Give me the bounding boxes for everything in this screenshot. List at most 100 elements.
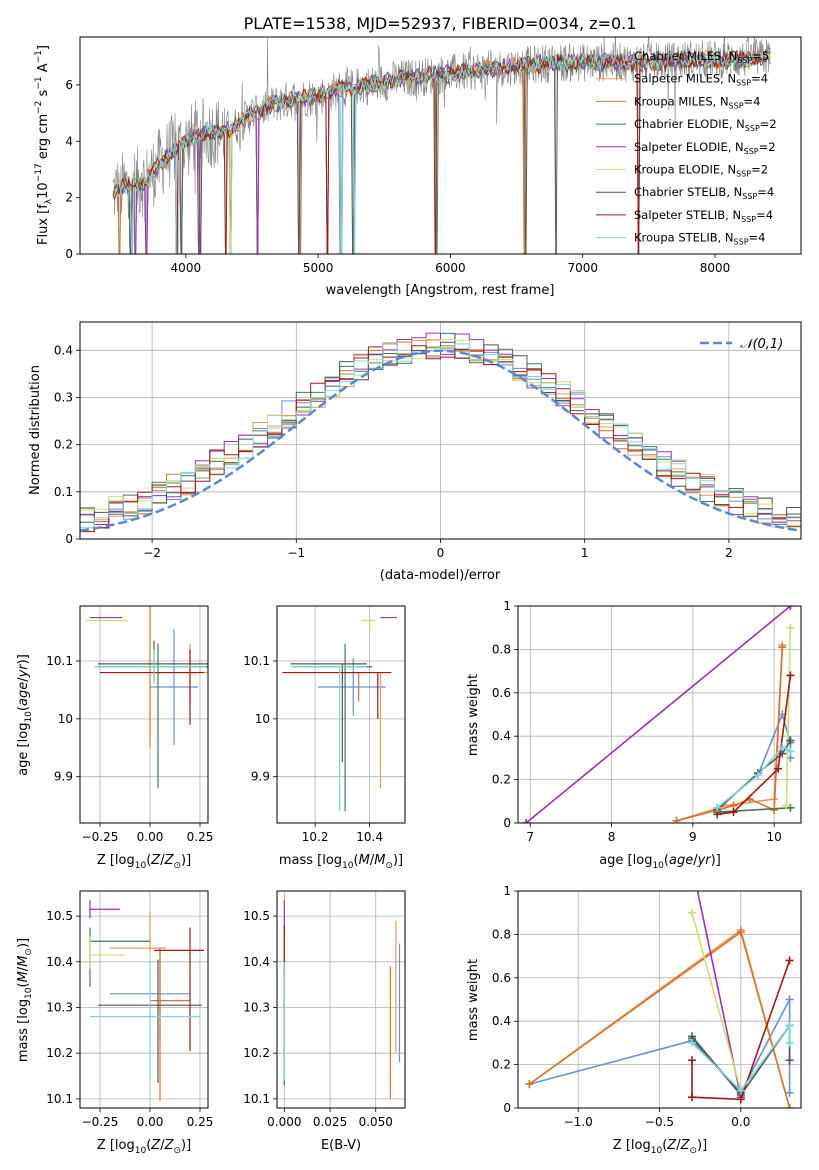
weight-point-marker <box>782 801 791 810</box>
y-tick-label: 10.2 <box>46 1046 73 1060</box>
model-spectrum-line <box>112 47 771 254</box>
y-tick-label: 0.2 <box>492 773 511 787</box>
y-tick-label: 6 <box>65 78 73 92</box>
x-tick-label: 7 <box>526 830 534 844</box>
weight-point-marker <box>786 671 795 680</box>
mass-vs-z-axes-frame <box>79 890 209 1109</box>
weight-series-line <box>716 745 791 809</box>
legend-entry: Salpeter MILES, NSSP=4 <box>634 72 768 88</box>
weight-vs-age-xlabel: age [log10(age/yr)] <box>599 853 721 871</box>
weight-point-marker <box>786 736 795 745</box>
weight-series-line <box>691 912 742 1091</box>
y-tick-label: 0.4 <box>54 343 73 357</box>
y-tick-label: 0.4 <box>492 729 511 743</box>
x-tick-label: 0.025 <box>313 1115 347 1129</box>
spectrum-ylabel: Flux [fλ10−17 erg cm−2 s−1 A−1] <box>34 45 54 245</box>
age-vs-mass-panel: 10.2 10.4 9.9 10 10.1 mass [log10(M/M⊙)] <box>243 605 406 871</box>
weight-series-line <box>696 891 742 1098</box>
age-vs-z-axes-frame <box>79 605 209 824</box>
x-tick-label: −2 <box>143 546 161 560</box>
y-tick-label: 10.2 <box>243 1046 270 1060</box>
legend-entry: Chabrier STELIB, NSSP=4 <box>634 185 774 201</box>
age-vs-z-xlabel: Z [log10(Z/Z⊙)] <box>97 853 191 871</box>
legend-entry: Kroupa STELIB, NSSP=4 <box>634 231 765 247</box>
weight-point-marker <box>778 643 787 652</box>
weight-point-marker <box>786 803 795 812</box>
weight-point-marker <box>672 816 681 823</box>
y-tick-label: 10.1 <box>243 1092 270 1106</box>
weight-vs-z-ylabel: mass weight <box>466 959 481 1041</box>
model-spectrum-line <box>112 48 771 254</box>
y-tick-label: 10.1 <box>46 654 73 668</box>
mass-vs-z-ylabel: mass [log10(M/M⊙)] <box>16 938 34 1062</box>
weight-point-marker <box>786 623 795 632</box>
y-tick-label: 10.1 <box>46 1092 73 1106</box>
x-tick-label: 0.25 <box>187 830 214 844</box>
x-tick-label: −1.0 <box>564 1115 593 1129</box>
y-tick-label: 0.2 <box>492 1058 511 1072</box>
x-tick-label: 10.4 <box>356 830 383 844</box>
x-tick-label: 0.0 <box>731 1115 750 1129</box>
weight-series-line <box>717 807 791 813</box>
legend-entry: Salpeter STELIB, NSSP=4 <box>634 208 773 224</box>
age-vs-mass-axes-frame <box>276 605 406 824</box>
x-tick-label: −0.5 <box>645 1115 674 1129</box>
x-tick-label: −0.25 <box>82 1115 119 1129</box>
x-tick-label: 0.00 <box>137 830 164 844</box>
x-tick-label: 2 <box>725 546 733 560</box>
weight-point-marker <box>736 1086 745 1095</box>
weight-series-line <box>785 627 792 806</box>
legend-entry: Kroupa ELODIE, NSSP=2 <box>634 163 768 179</box>
y-tick-label: 0 <box>503 1101 511 1115</box>
figure-title: PLATE=1538, MJD=52937, FIBERID=0034, z=0… <box>244 14 637 33</box>
mass-vs-ebv-panel: 0.000 0.025 0.050 10.1 10.2 10.3 10.4 10.5 E(B-… <box>243 890 406 1153</box>
legend-entry: 𝒩(0,1) <box>740 337 783 352</box>
weight-series-line <box>691 1023 791 1092</box>
weight-point-marker <box>786 747 795 756</box>
mass-vs-ebv-xlabel: E(B-V) <box>321 1138 361 1153</box>
y-tick-label: 0.4 <box>492 1014 511 1028</box>
weight-point-marker <box>785 1104 794 1108</box>
weight-point-marker <box>785 1038 794 1047</box>
x-tick-label: 4000 <box>171 261 202 275</box>
weight-point-marker <box>753 771 762 780</box>
y-tick-label: 2 <box>65 191 73 205</box>
normal-reference-curve <box>79 349 802 532</box>
spectrum-axes-frame <box>79 36 802 255</box>
weight-point-marker <box>688 1056 697 1065</box>
y-tick-label: 10 <box>255 712 270 726</box>
y-tick-label: 9.9 <box>54 770 73 784</box>
legend-entry: Kroupa MILES, NSSP=4 <box>634 94 760 110</box>
legend-entry: Chabrier ELODIE, NSSP=2 <box>634 117 777 133</box>
x-tick-label: 7000 <box>567 261 598 275</box>
x-tick-label: 0.000 <box>267 1115 301 1129</box>
weight-point-marker <box>729 808 738 817</box>
weight-point-marker <box>785 1021 794 1030</box>
x-tick-label: −1 <box>287 546 305 560</box>
weight-point-marker <box>785 995 794 1004</box>
y-tick-label: 10.4 <box>46 955 73 969</box>
y-tick-label: 0 <box>503 816 511 830</box>
x-tick-label: 5000 <box>303 261 334 275</box>
weight-point-marker <box>785 956 794 965</box>
weight-vs-z-panel: −1.0 −0.5 0.0 0 0.2 0.4 0.6 0.8 1 Z [log10(Z/Z⊙)… <box>466 884 802 1156</box>
spectrum-panel: 4000 5000 6000 7000 8000 0 2 4 6 wavelength [Ang… <box>34 36 802 298</box>
y-tick-label: 4 <box>65 134 73 148</box>
weight-point-marker <box>522 819 531 823</box>
weight-vs-z-xlabel: Z [log10(Z/Z⊙)] <box>613 1138 707 1156</box>
y-tick-label: 10.5 <box>46 909 73 923</box>
y-tick-label: 10.4 <box>243 955 270 969</box>
x-tick-label: 10 <box>767 830 782 844</box>
y-tick-label: 0.2 <box>54 438 73 452</box>
mass-vs-z-panel: −0.25 0.00 0.25 10.1 10.2 10.3 10.4 10.5 Z [log… <box>16 890 213 1156</box>
residual-panel: −2 −1 0 1 200.10.20.30.4 (data-model)/error … <box>28 321 802 583</box>
weight-point-marker <box>525 1080 534 1089</box>
spectrum-xlabel: wavelength [Angstrom, rest frame] <box>326 283 555 298</box>
residual-ylabel: Normed distribution <box>28 365 43 495</box>
x-tick-label: 6000 <box>435 261 466 275</box>
weight-point-marker <box>736 928 745 937</box>
x-tick-label: 0.00 <box>137 1115 164 1129</box>
y-tick-label: 0.1 <box>54 485 73 499</box>
residual-xlabel: (data-model)/error <box>380 568 501 583</box>
